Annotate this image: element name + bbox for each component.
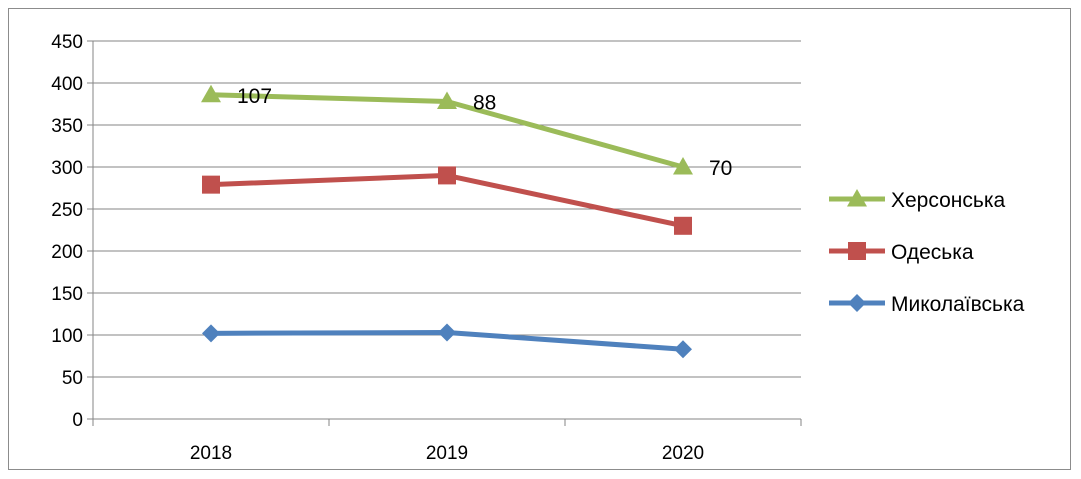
legend-label: Одеська: [891, 241, 974, 264]
data-label: 70: [709, 157, 732, 180]
series-point-0-2: [673, 157, 693, 175]
legend-marker: [847, 189, 867, 207]
y-tick-label: 150: [51, 284, 83, 305]
y-tick-label: 400: [51, 74, 83, 95]
series-point-0-0: [201, 84, 221, 103]
series-point-1-2: [674, 216, 692, 235]
series: [201, 84, 693, 359]
legend-label: Херсонська: [891, 189, 1005, 212]
y-tick-label: 50: [62, 368, 83, 389]
x-tick-labels: 2018 2019 2020: [190, 443, 704, 464]
x-tick-label: 2019: [426, 443, 468, 464]
legend-marker: [848, 242, 866, 260]
data-label: 88: [473, 91, 496, 114]
series-point-1-1: [438, 166, 456, 185]
series-point-1-0: [202, 175, 220, 194]
chart-frame: 0 50 100 150 200 250 300 350 400 450 2018 2019 2020…: [8, 8, 1071, 470]
y-tick-label: 350: [51, 116, 83, 137]
y-tick-labels: 0 50 100 150 200 250 300 350 400 450: [51, 32, 83, 431]
y-tick-label: 200: [51, 242, 83, 263]
series-point-0-1: [437, 91, 457, 109]
y-tick-label: 250: [51, 200, 83, 221]
x-tick-label: 2018: [190, 443, 232, 464]
y-tick-label: 100: [51, 326, 83, 347]
legend-label: Миколаївська: [891, 293, 1025, 316]
y-tick-label: 0: [72, 410, 83, 431]
legend: Херсонська Одеська Миколаївська: [829, 189, 1025, 316]
line-chart: 0 50 100 150 200 250 300 350 400 450 2018 2019 2020…: [51, 32, 1025, 464]
series-point-2-2: [674, 340, 692, 359]
series-point-2-1: [438, 323, 456, 342]
x-tick-label: 2020: [662, 443, 704, 464]
axes: [87, 40, 802, 426]
data-labels: 107 88 70: [237, 85, 732, 180]
series-point-2-0: [202, 324, 220, 343]
legend-marker: [848, 294, 866, 312]
y-tick-label: 300: [51, 158, 83, 179]
y-tick-label: 450: [51, 32, 83, 53]
data-label: 107: [237, 85, 272, 108]
